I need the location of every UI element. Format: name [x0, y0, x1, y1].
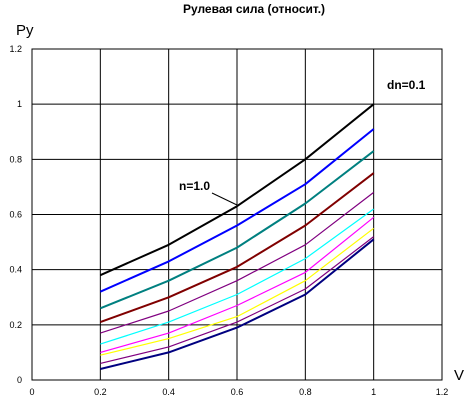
- annotation-n: n=1.0: [179, 179, 210, 193]
- y-axis-label: Py: [16, 22, 34, 39]
- series-line-8: [100, 227, 375, 356]
- x-tick-label: 1: [371, 387, 376, 397]
- series-line-2: [99, 128, 375, 293]
- y-tick-label: 0: [17, 375, 22, 385]
- series-line-9: [100, 236, 375, 364]
- grid: [32, 49, 442, 380]
- x-tick-label: 1.2: [436, 387, 449, 397]
- annotation-leader-line: [211, 192, 238, 206]
- x-tick-label: 0: [29, 387, 34, 397]
- y-tick-label: 0.2: [9, 320, 22, 330]
- y-tick-labels: 0 0.2 0.4 0.6 0.8 1 1.2: [9, 44, 22, 385]
- x-tick-label: 0.6: [231, 387, 244, 397]
- y-tick-label: 0.8: [9, 154, 22, 164]
- y-tick-label: 0.4: [9, 265, 22, 275]
- x-tick-labels: 0 0.2 0.4 0.6 0.8 1 1.2: [29, 387, 448, 397]
- series-line-5: [100, 191, 375, 334]
- series-line-7: [100, 216, 375, 353]
- y-tick-label: 1.2: [9, 44, 22, 54]
- y-tick-label: 0.6: [9, 210, 22, 220]
- x-tick-label: 0.4: [162, 387, 175, 397]
- annotation-dn: dn=0.1: [387, 78, 426, 92]
- x-axis-label: V: [454, 367, 464, 384]
- series-line-1: [99, 103, 375, 277]
- y-tick-label: 1: [17, 99, 22, 109]
- x-tick-label: 0.8: [299, 387, 312, 397]
- x-tick-label: 0.2: [94, 387, 107, 397]
- series-line-3: [99, 150, 375, 310]
- chart-title: Рулевая сила (относит.): [183, 2, 325, 16]
- series-line-6: [100, 208, 375, 345]
- series-lines: [99, 103, 375, 370]
- series-line-10: [100, 238, 375, 370]
- series-line-4: [99, 172, 375, 324]
